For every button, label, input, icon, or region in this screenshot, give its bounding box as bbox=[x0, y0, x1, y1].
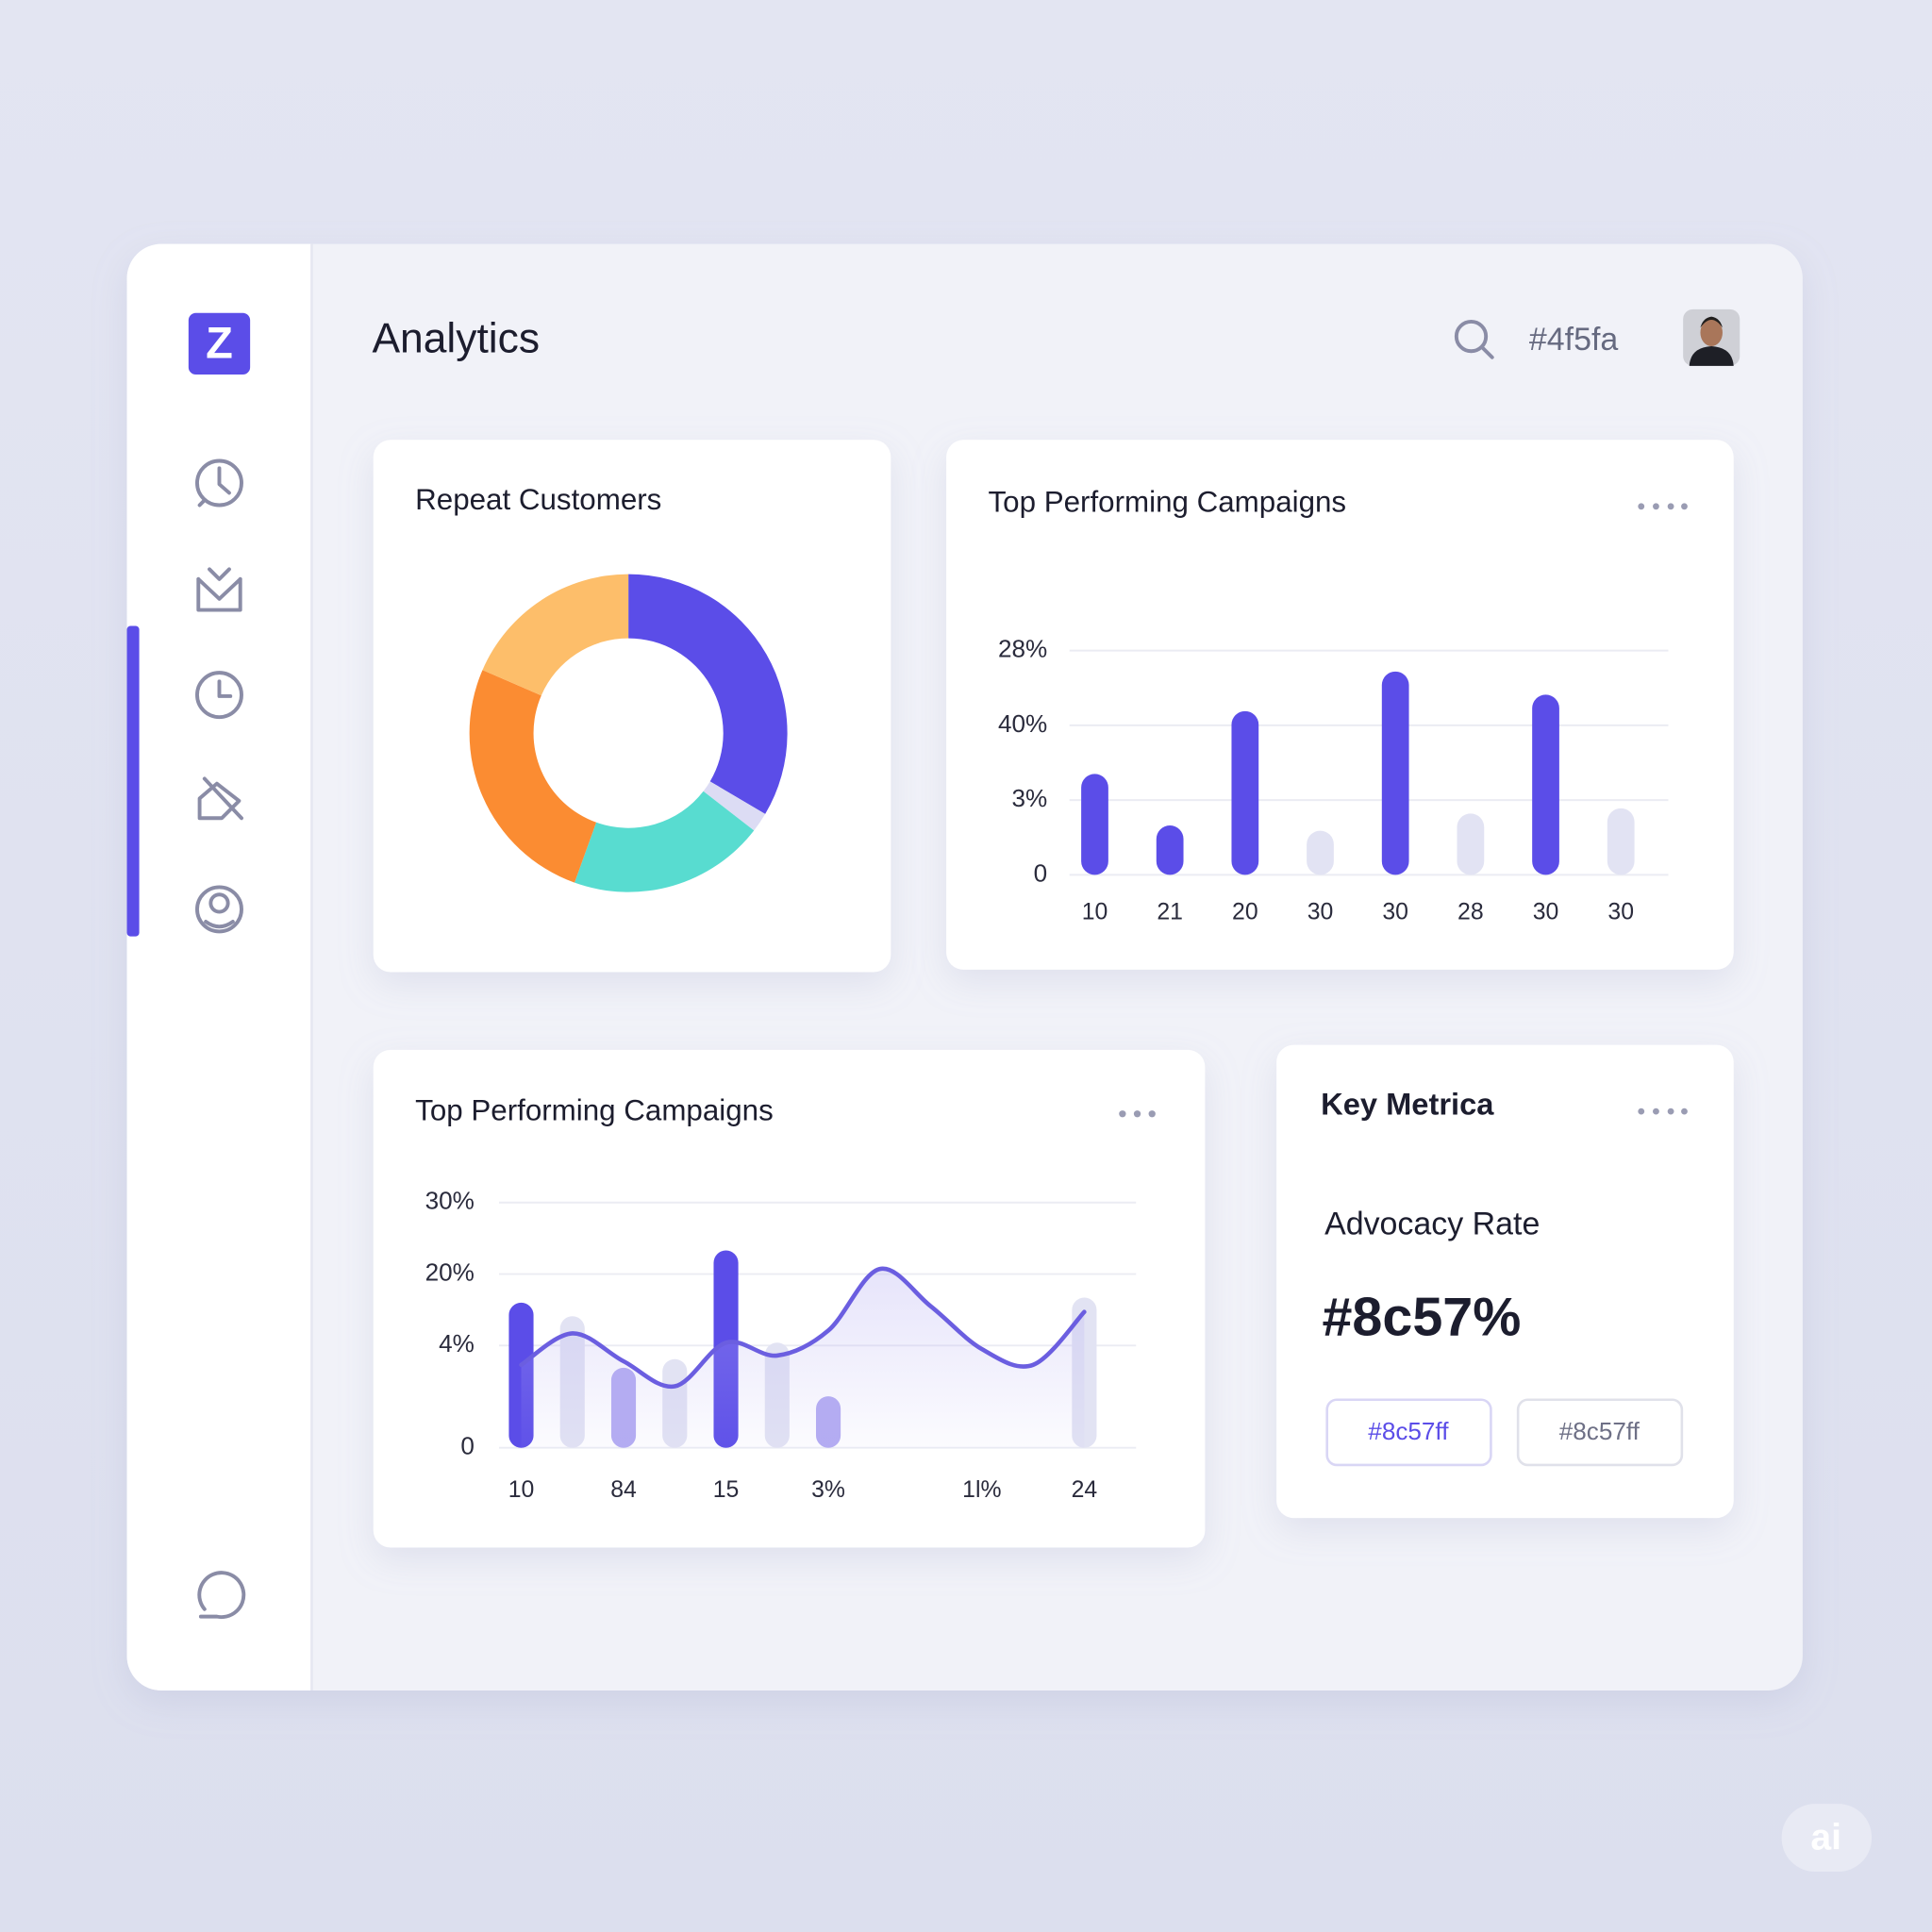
bar bbox=[1607, 808, 1635, 875]
bar bbox=[1081, 774, 1108, 875]
y-tick-label: 3% bbox=[1011, 784, 1047, 812]
x-tick-label: 84 bbox=[610, 1477, 637, 1503]
card-title: Repeat Customers bbox=[415, 483, 661, 516]
x-tick-label: 15 bbox=[713, 1477, 740, 1503]
donut-slice bbox=[575, 791, 755, 892]
bar bbox=[1381, 671, 1409, 875]
donut-slice bbox=[628, 574, 788, 814]
x-tick-label: 30 bbox=[1307, 899, 1334, 924]
y-tick-label: 0 bbox=[460, 1432, 475, 1460]
y-tick-label: 4% bbox=[439, 1329, 475, 1357]
line bbox=[519, 1266, 1087, 1390]
card-campaigns bbox=[946, 440, 1734, 970]
x-tick-label: 24 bbox=[1072, 1477, 1098, 1503]
x-tick-label: 20 bbox=[1232, 899, 1258, 924]
donut-slice bbox=[482, 574, 629, 696]
x-tick-label: 10 bbox=[1082, 899, 1108, 924]
card-title: Top Performing Campaigns bbox=[989, 485, 1347, 518]
donut-slice bbox=[703, 781, 766, 831]
logo-letter: Z bbox=[206, 317, 233, 367]
y-tick-label: 30% bbox=[425, 1187, 475, 1215]
nav-icons bbox=[195, 458, 246, 1620]
x-tick-label: 30 bbox=[1382, 899, 1408, 924]
y-tick-label: 40% bbox=[998, 709, 1047, 738]
donut-slice bbox=[469, 670, 597, 883]
active-indicator bbox=[126, 625, 140, 937]
x-tick-label: 30 bbox=[1607, 899, 1634, 924]
nav-campaigns[interactable] bbox=[197, 776, 243, 821]
metric-button-label: #8c57ff bbox=[1559, 1417, 1641, 1445]
line-area bbox=[521, 1268, 1085, 1448]
bar bbox=[1532, 694, 1559, 875]
y-tick-label: 20% bbox=[425, 1257, 475, 1286]
nav-chat[interactable] bbox=[197, 1571, 246, 1620]
nav-history[interactable] bbox=[195, 671, 243, 720]
metric-label: Advocacy Rate bbox=[1324, 1207, 1540, 1242]
card-title: Top Performing Campaigns bbox=[415, 1094, 774, 1127]
y-tick-label: 28% bbox=[998, 635, 1047, 663]
bar bbox=[1156, 825, 1184, 875]
more-menu[interactable] bbox=[1119, 1110, 1156, 1118]
bar bbox=[1307, 830, 1334, 875]
metric-button[interactable] bbox=[1516, 1398, 1684, 1467]
sidebar bbox=[126, 243, 312, 1690]
x-tick-label: 1l% bbox=[962, 1477, 1001, 1503]
metric-value: #8c57% bbox=[1322, 1287, 1521, 1347]
more-menu[interactable] bbox=[1638, 503, 1688, 510]
logo[interactable] bbox=[188, 312, 251, 375]
x-tick-label: 3% bbox=[811, 1477, 845, 1503]
more-menu[interactable] bbox=[1638, 1108, 1688, 1115]
x-tick-label: 21 bbox=[1157, 899, 1183, 924]
avatar[interactable] bbox=[1683, 308, 1740, 366]
metric-button[interactable] bbox=[1325, 1398, 1492, 1467]
nav-mail[interactable] bbox=[196, 567, 242, 612]
x-tick-label: 28 bbox=[1457, 899, 1484, 924]
y-tick-label: 0 bbox=[1034, 858, 1048, 887]
card-repeat-customers bbox=[373, 440, 891, 973]
metric-button-label: #8c57ff bbox=[1368, 1417, 1449, 1445]
card-title: Key Metrica bbox=[1321, 1087, 1494, 1122]
search-text[interactable]: #4f5fa bbox=[1529, 322, 1618, 358]
x-tick-label: 30 bbox=[1533, 899, 1559, 924]
search-icon[interactable] bbox=[1454, 319, 1494, 359]
watermark: ai bbox=[1810, 1817, 1841, 1857]
nav-profile[interactable] bbox=[195, 885, 243, 934]
page-title: Analytics bbox=[372, 316, 540, 362]
bar bbox=[1457, 813, 1485, 875]
x-tick-label: 10 bbox=[508, 1477, 535, 1503]
nav-dashboard[interactable] bbox=[195, 458, 243, 508]
watermark-badge bbox=[1781, 1804, 1872, 1872]
bar bbox=[1231, 710, 1259, 875]
